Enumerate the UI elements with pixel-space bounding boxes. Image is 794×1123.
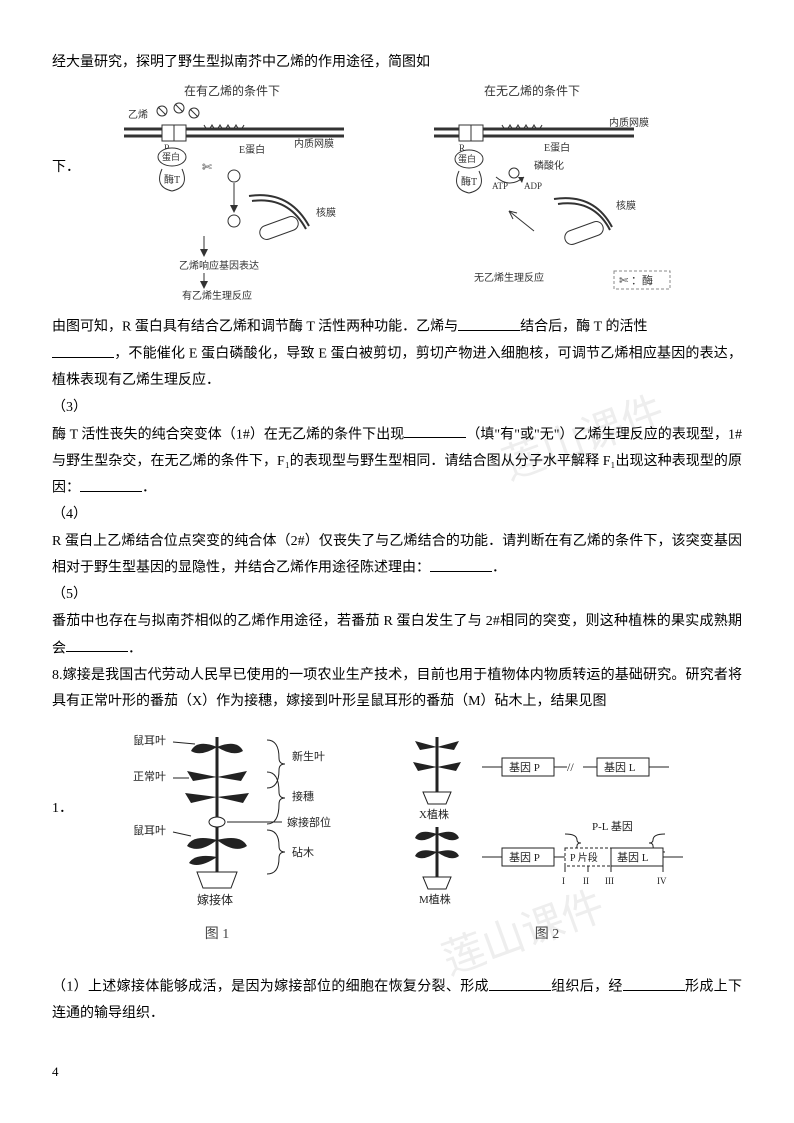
blank-field[interactable] (404, 422, 466, 438)
blank-field[interactable] (80, 475, 142, 491)
diagram-left-title: 在有乙烯的条件下 (184, 83, 280, 98)
svg-text:乙烯响应基因表达: 乙烯响应基因表达 (179, 259, 259, 272)
svg-text:新生叶: 新生叶 (292, 749, 325, 763)
svg-text:基因 P: 基因 P (509, 851, 540, 864)
page-number: 4 (52, 1060, 59, 1085)
text: 由图可知，R 蛋白具有结合乙烯和调节酶 T 活性两种功能．乙烯与 (52, 320, 458, 335)
svg-text:内质网膜: 内质网膜 (294, 137, 334, 150)
text: （1）上述嫁接体能够成活，是因为嫁接部位的细胞在恢复分裂、形成 (52, 980, 489, 995)
svg-text:磷酸化: 磷酸化 (534, 159, 564, 172)
svg-text:✄: ✄ (202, 160, 212, 174)
blank-field[interactable] (430, 555, 492, 571)
svg-text:核膜: 核膜 (616, 199, 636, 212)
intro-line: 经大量研究，探明了野生型拟南芥中乙烯的作用途径，简图如 (52, 50, 742, 77)
svg-text:核膜: 核膜 (316, 206, 336, 219)
q3-label: （3） (52, 395, 742, 422)
svg-text:IV: IV (657, 876, 667, 886)
svg-text:砧木: 砧木 (292, 845, 314, 859)
q5-body: 番茄中也存在与拟南芥相似的乙烯作用途径，若番茄 R 蛋白发生了与 2#相同的突变… (52, 609, 742, 663)
blank-field[interactable] (66, 636, 128, 652)
svg-text:正常叶: 正常叶 (133, 770, 166, 783)
text: 酶 T 活性丧失的纯合突变体（1#）在无乙烯的条件下出现 (52, 427, 404, 442)
svg-text:酶T: 酶T (461, 175, 477, 188)
blank-field[interactable] (52, 341, 114, 357)
fig2-caption: 图 2 (387, 922, 707, 949)
ethylene-pathway-diagram: 在有乙烯的条件下 乙烯 内质网膜 R E蛋白 (84, 81, 742, 309)
svg-text:有乙烯生理反应: 有乙烯生理反应 (182, 289, 252, 301)
svg-text:III: III (605, 876, 614, 886)
blank-field[interactable] (458, 314, 520, 330)
svg-text:基因 L: 基因 L (604, 761, 636, 774)
svg-text:基因 P: 基因 P (509, 761, 540, 774)
svg-text:M植株: M植株 (419, 892, 451, 906)
svg-text:无乙烯生理反应: 无乙烯生理反应 (474, 271, 544, 284)
svg-text:鼠耳叶: 鼠耳叶 (133, 733, 166, 747)
blank-field[interactable] (623, 974, 685, 990)
q5-label: （5） (52, 582, 742, 609)
fig1-caption: 图 1 (77, 922, 357, 949)
text: ． (492, 561, 506, 576)
q3-body: 酶 T 活性丧失的纯合突变体（1#）在无乙烯的条件下出现（填"有"或"无"）乙烯… (52, 422, 742, 503)
q8-sub1: （1）上述嫁接体能够成活，是因为嫁接部位的细胞在恢复分裂、形成组织后，经形成上下… (52, 974, 742, 1028)
paragraph-after-diagram: 由图可知，R 蛋白具有结合乙烯和调节酶 T 活性两种功能．乙烯与 结合后，酶 T … (52, 314, 742, 341)
text: ，不能催化 E 蛋白磷酸化，导致 E 蛋白被剪切，剪切产物进入细胞核，可调节乙烯… (52, 347, 742, 389)
svg-text:接穗: 接穗 (292, 790, 314, 803)
text: R 蛋白上乙烯结合位点突变的纯合体（2#）仅丧失了与乙烯结合的功能．请判断在有乙… (52, 534, 742, 576)
svg-text:嫁接体: 嫁接体 (197, 892, 233, 907)
svg-text:P-L 基因: P-L 基因 (592, 820, 633, 833)
grafting-diagram: 鼠耳叶 正常叶 鼠耳叶 (77, 722, 742, 948)
text: 番茄中也存在与拟南芥相似的乙烯作用途径，若番茄 R 蛋白发生了与 2#相同的突变… (52, 614, 742, 656)
text: ． (128, 641, 142, 656)
q8-body: 8.嫁接是我国古代劳动人民早已使用的一项农业生产技术，目前也用于植物体内物质转运… (52, 663, 742, 716)
svg-text:I: I (562, 876, 565, 886)
svg-text:II: II (583, 876, 589, 886)
svg-text:蛋白: 蛋白 (162, 151, 180, 162)
text: ． (142, 481, 156, 496)
text: 组织后，经 (551, 980, 623, 995)
svg-text:ADP: ADP (524, 181, 542, 191)
svg-text:P 片段: P 片段 (570, 851, 598, 864)
svg-text:✄ ：酶: ✄ ：酶 (619, 274, 653, 287)
paragraph-after-diagram-2: ，不能催化 E 蛋白磷酸化，导致 E 蛋白被剪切，剪切产物进入细胞核，可调节乙烯… (52, 341, 742, 395)
blank-field[interactable] (489, 974, 551, 990)
below-prefix: 下． (52, 155, 80, 182)
text: 结合后，酶 T 的活性 (520, 320, 647, 335)
q4-body: R 蛋白上乙烯结合位点突变的纯合体（2#）仅丧失了与乙烯结合的功能．请判断在有乙… (52, 529, 742, 583)
svg-text:酶T: 酶T (164, 173, 180, 186)
svg-text:E蛋白: E蛋白 (239, 143, 265, 156)
svg-text:嫁接部位: 嫁接部位 (287, 815, 331, 829)
one-prefix: 1． (52, 796, 73, 823)
svg-text:蛋白: 蛋白 (458, 153, 476, 164)
svg-text:内质网膜: 内质网膜 (609, 116, 649, 129)
svg-text:乙烯: 乙烯 (128, 108, 148, 121)
q4-label: （4） (52, 502, 742, 529)
svg-text:鼠耳叶: 鼠耳叶 (133, 823, 166, 837)
svg-text:在无乙烯的条件下: 在无乙烯的条件下 (484, 83, 580, 98)
svg-text:基因 L: 基因 L (617, 851, 649, 864)
svg-text:E蛋白: E蛋白 (544, 141, 570, 154)
svg-text://: // (567, 760, 574, 774)
svg-text:X植株: X植株 (419, 807, 449, 821)
